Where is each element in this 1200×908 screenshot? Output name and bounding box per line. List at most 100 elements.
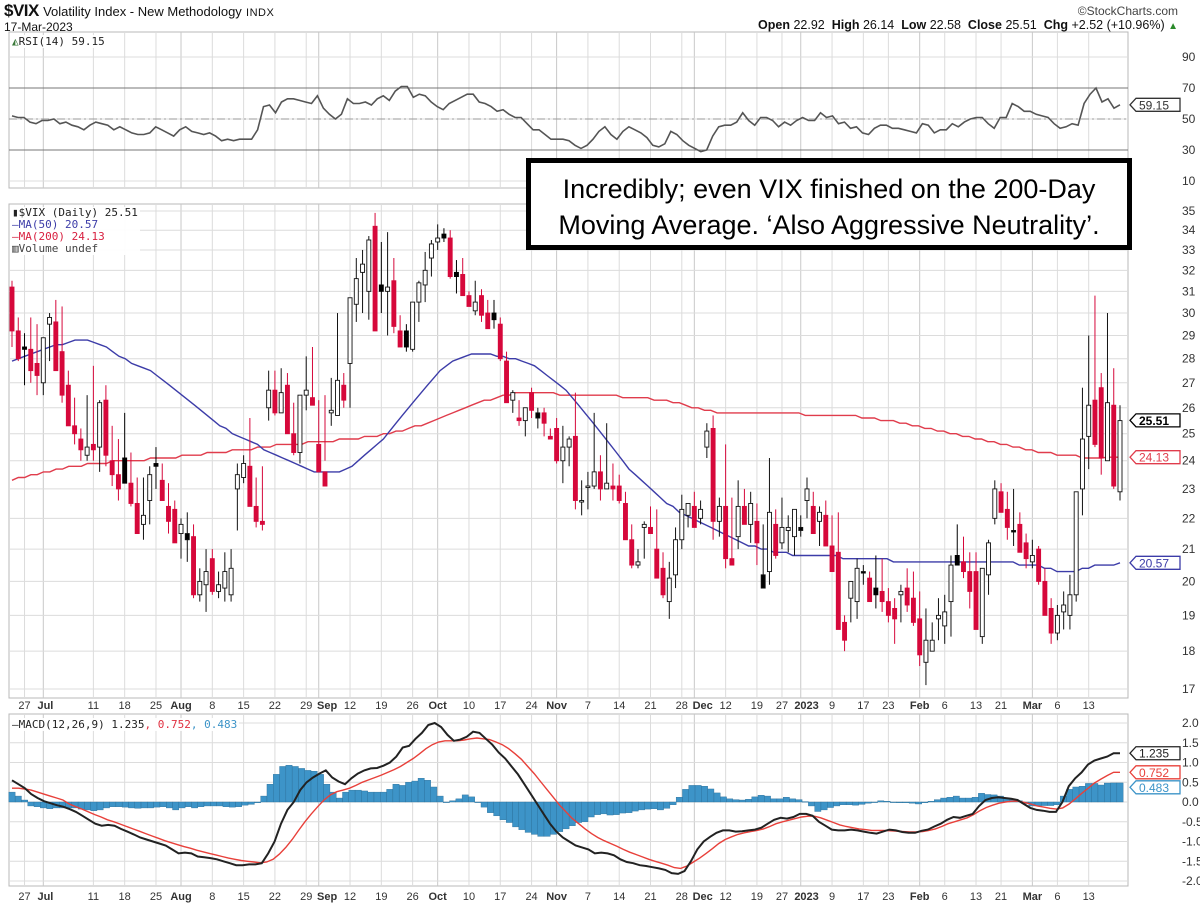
candle-body: [247, 465, 253, 507]
candle-body: [441, 233, 447, 239]
histogram-bar: [669, 801, 677, 805]
x-tick-label: 9: [829, 891, 835, 903]
histogram-bar: [184, 801, 192, 807]
histogram-bar: [782, 797, 790, 803]
candle-body: [353, 278, 359, 305]
histogram-bar: [556, 801, 564, 832]
candle-body: [610, 485, 616, 490]
candle-body: [403, 330, 409, 348]
histogram-bar: [594, 801, 601, 815]
price-y-tick: 33: [1182, 243, 1196, 257]
price-y-tick: 31: [1182, 284, 1196, 298]
candle-body: [241, 463, 247, 478]
candle-body: [253, 505, 259, 522]
candle-body: [860, 571, 866, 574]
signal-last-value-tag: 0.752: [1139, 766, 1169, 780]
x-tick-label: Jul: [37, 891, 53, 903]
candle-body: [898, 590, 904, 596]
candle-body: [159, 479, 165, 501]
ticker: $VIX: [4, 1, 39, 20]
histogram-bar: [581, 801, 589, 822]
histogram-bar: [631, 801, 639, 812]
candle-body: [541, 412, 547, 424]
candle-body: [923, 639, 929, 663]
price-last-value-tag-box: [1129, 413, 1181, 428]
x-tick-label: 15: [237, 700, 249, 712]
ma200-last-value-tag-box: [1129, 450, 1181, 465]
histogram-bar: [342, 791, 350, 803]
histogram-bar: [411, 780, 419, 803]
candle-body: [516, 417, 522, 422]
histogram-bar: [468, 796, 475, 803]
candle-body: [666, 577, 672, 603]
candle-body: [936, 614, 941, 620]
histogram-bar: [833, 801, 841, 807]
candle-body: [1079, 438, 1085, 490]
candle-body: [879, 590, 885, 603]
histogram-bar: [33, 801, 41, 807]
histogram-bar: [147, 801, 154, 809]
x-tick-label: 17: [857, 700, 869, 712]
histogram-bar: [927, 801, 935, 803]
x-tick-label: 12: [344, 891, 356, 903]
x-tick-label: 23: [882, 700, 894, 712]
candlestick-icon: ▮: [12, 206, 19, 219]
histogram-bar: [600, 801, 608, 815]
histogram-bar: [266, 784, 274, 803]
candle-body: [967, 571, 973, 592]
histogram-last-value-tag-box: [1129, 780, 1181, 795]
candle-body: [410, 301, 416, 350]
histogram-bar: [776, 798, 784, 803]
ma50-legend-text: MA(50) 20.57: [18, 218, 99, 231]
x-tick-label: 26: [407, 700, 419, 712]
histogram-bar: [417, 778, 425, 803]
candle-body: [366, 239, 372, 292]
histogram-bar: [707, 788, 715, 803]
candle-body: [497, 323, 503, 360]
candle-body: [804, 488, 810, 501]
candle-body: [460, 274, 466, 297]
candle-body: [1017, 523, 1023, 553]
histogram-bar: [619, 801, 627, 814]
candle-body: [1086, 404, 1092, 437]
histogram-bar: [178, 801, 186, 809]
candle-body: [316, 443, 322, 473]
candle-body: [422, 269, 428, 286]
x-tick-label: 15: [237, 891, 249, 903]
candle-body: [209, 558, 215, 592]
candle-body: [435, 237, 441, 243]
x-tick-label: 19: [375, 700, 387, 712]
histogram-bar: [845, 801, 853, 805]
candle-body: [948, 564, 954, 603]
macd-signal-value: , 0.752: [144, 718, 191, 731]
rsi-icon: ◭: [12, 35, 19, 48]
candle-body: [122, 457, 128, 484]
candle-body: [109, 460, 115, 476]
candle-body: [297, 394, 303, 453]
macd-last-value-tag: 1.235: [1139, 747, 1169, 761]
price-y-tick: 26: [1182, 401, 1196, 415]
candle-body: [1073, 491, 1079, 596]
histogram-bar: [764, 795, 771, 803]
candle-body: [792, 508, 797, 538]
candle-body: [22, 346, 27, 350]
x-tick-label: 10: [463, 700, 475, 712]
histogram-bar: [921, 801, 929, 803]
x-tick-label: 13: [970, 700, 982, 712]
candle-body: [65, 384, 71, 427]
histogram-bar: [877, 800, 885, 803]
candle-body: [591, 471, 597, 487]
candle-body: [760, 574, 766, 589]
candle-body: [910, 597, 916, 623]
candle-body: [854, 567, 860, 603]
histogram-last-value-tag: 0.483: [1139, 781, 1169, 795]
exchange: INDX: [246, 7, 275, 19]
candle-body: [428, 243, 434, 259]
histogram-bar: [1116, 782, 1124, 803]
x-tick-label: 29: [300, 700, 312, 712]
candle-body: [341, 384, 347, 401]
histogram-bar: [902, 801, 910, 803]
histogram-bar: [694, 785, 702, 803]
rsi-y-tick: 70: [1182, 81, 1196, 95]
x-tick-label: 22: [269, 891, 281, 903]
